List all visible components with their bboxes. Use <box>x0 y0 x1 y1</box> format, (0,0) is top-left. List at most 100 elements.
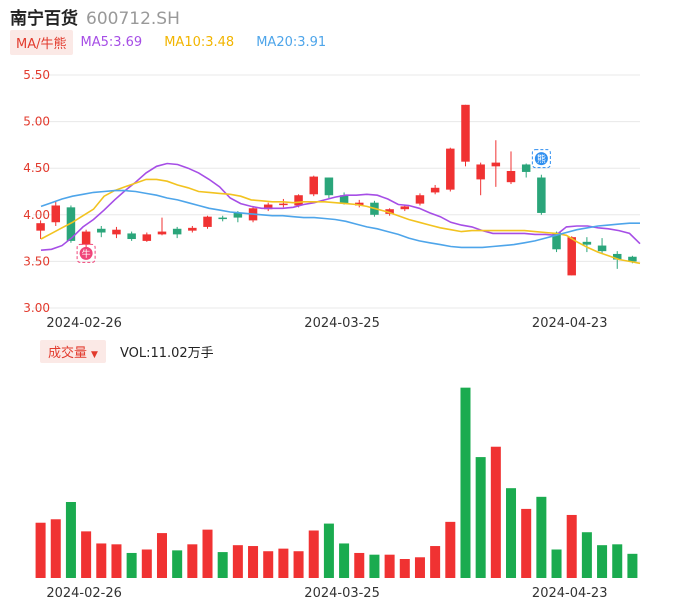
candle[interactable] <box>279 203 288 206</box>
volume-bar[interactable] <box>445 521 456 578</box>
bear-marker-icon[interactable] <box>534 152 548 166</box>
volume-bar[interactable] <box>202 529 213 578</box>
volume-bar[interactable] <box>232 545 243 578</box>
price-tick-label: 3.50 <box>23 254 50 268</box>
candle[interactable] <box>157 231 167 235</box>
volume-bar[interactable] <box>263 551 274 578</box>
candle[interactable] <box>385 209 394 214</box>
candle[interactable] <box>537 177 546 213</box>
volume-bar[interactable] <box>81 531 92 578</box>
candle[interactable] <box>597 245 607 252</box>
candle[interactable] <box>263 204 273 210</box>
candle[interactable] <box>400 206 410 210</box>
volume-bar[interactable] <box>308 530 319 579</box>
marker-label: 牛 <box>82 248 91 260</box>
volume-mode-dropdown[interactable]: 成交量 ▼ <box>40 339 106 363</box>
candle[interactable] <box>355 202 364 206</box>
volume-bar[interactable] <box>566 514 577 578</box>
candle[interactable] <box>142 234 152 241</box>
candle[interactable] <box>476 164 485 180</box>
volume-bar[interactable] <box>551 549 562 579</box>
stock-code: 600712.SH <box>86 9 180 29</box>
volume-bar[interactable] <box>399 559 410 578</box>
candle[interactable] <box>521 164 531 172</box>
volume-bar[interactable] <box>581 532 592 578</box>
ma-mode-button[interactable]: MA/牛熊 <box>10 29 73 55</box>
candle[interactable] <box>339 195 349 204</box>
volume-bar[interactable] <box>111 544 122 578</box>
candle[interactable] <box>36 223 45 231</box>
volume-bar[interactable] <box>521 508 532 578</box>
volume-bar[interactable] <box>141 549 152 579</box>
price-date-tick: 2024-02-26 <box>46 316 122 331</box>
ma20-value: MA20:3.91 <box>256 34 327 50</box>
candle[interactable] <box>582 241 592 245</box>
candle[interactable] <box>203 216 212 227</box>
volume-date-tick: 2024-03-25 <box>304 586 380 601</box>
volume-bar[interactable] <box>627 553 638 578</box>
volume-bar[interactable] <box>536 496 547 578</box>
price-tick-label: 5.00 <box>23 115 50 129</box>
price-tick-label: 4.00 <box>23 208 50 222</box>
candle[interactable] <box>127 233 136 240</box>
volume-mode-label: 成交量 <box>48 345 88 361</box>
volume-bar[interactable] <box>354 552 365 578</box>
candle[interactable] <box>567 237 576 276</box>
candle[interactable] <box>172 228 182 235</box>
volume-value: VOL:11.02万手 <box>119 345 214 361</box>
volume-bar[interactable] <box>65 502 76 578</box>
volume-bar[interactable] <box>217 552 228 578</box>
candle[interactable] <box>628 256 637 262</box>
candle[interactable] <box>81 231 91 245</box>
volume-bar[interactable] <box>293 551 304 578</box>
candle[interactable] <box>552 232 561 250</box>
candle[interactable] <box>218 217 227 220</box>
volume-bar[interactable] <box>384 554 395 578</box>
volume-bar[interactable] <box>96 543 107 578</box>
volume-bar[interactable] <box>597 545 608 578</box>
volume-bar[interactable] <box>278 548 289 578</box>
candle[interactable] <box>612 253 622 260</box>
price-tick-label: 5.50 <box>23 68 50 82</box>
candle[interactable] <box>66 207 76 241</box>
ma10-line <box>40 178 641 265</box>
volume-bar[interactable] <box>156 533 167 578</box>
candle[interactable] <box>112 229 121 235</box>
volume-bar[interactable] <box>506 488 517 578</box>
volume-bar[interactable] <box>339 543 350 578</box>
candle[interactable] <box>446 148 455 190</box>
stock-name: 南宁百货 <box>10 9 78 29</box>
candle[interactable] <box>51 205 61 223</box>
volume-bar[interactable] <box>369 554 380 578</box>
candle[interactable] <box>188 227 197 231</box>
candle[interactable] <box>97 228 106 233</box>
volume-bar[interactable] <box>323 523 334 578</box>
volume-bar[interactable] <box>414 557 425 578</box>
marker-label: 熊 <box>537 153 546 165</box>
candle[interactable] <box>324 177 334 196</box>
candle[interactable] <box>233 212 243 218</box>
volume-bar[interactable] <box>490 446 501 578</box>
candle[interactable] <box>294 195 303 206</box>
candle[interactable] <box>309 176 318 195</box>
candle[interactable] <box>491 162 501 167</box>
volume-bar[interactable] <box>35 522 46 578</box>
candle[interactable] <box>415 195 425 204</box>
candle[interactable] <box>506 170 516 183</box>
volume-bar[interactable] <box>475 457 486 578</box>
candle[interactable] <box>461 104 470 162</box>
volume-bar[interactable] <box>172 550 183 578</box>
volume-bar[interactable] <box>612 544 623 578</box>
volume-bar[interactable] <box>248 546 259 578</box>
price-tick-label: 3.00 <box>23 301 50 315</box>
candle[interactable] <box>430 187 440 193</box>
bull-marker-icon[interactable] <box>79 246 93 260</box>
price-tick-label: 4.50 <box>23 161 50 175</box>
ma-legend: MA/牛熊 MA5:3.69 MA10:3.48 MA20:3.91 <box>10 29 327 55</box>
volume-bar[interactable] <box>430 546 441 578</box>
volume-bar[interactable] <box>126 552 137 578</box>
volume-bar[interactable] <box>187 544 198 578</box>
volume-bar[interactable] <box>460 387 471 578</box>
volume-bar[interactable] <box>50 519 61 578</box>
